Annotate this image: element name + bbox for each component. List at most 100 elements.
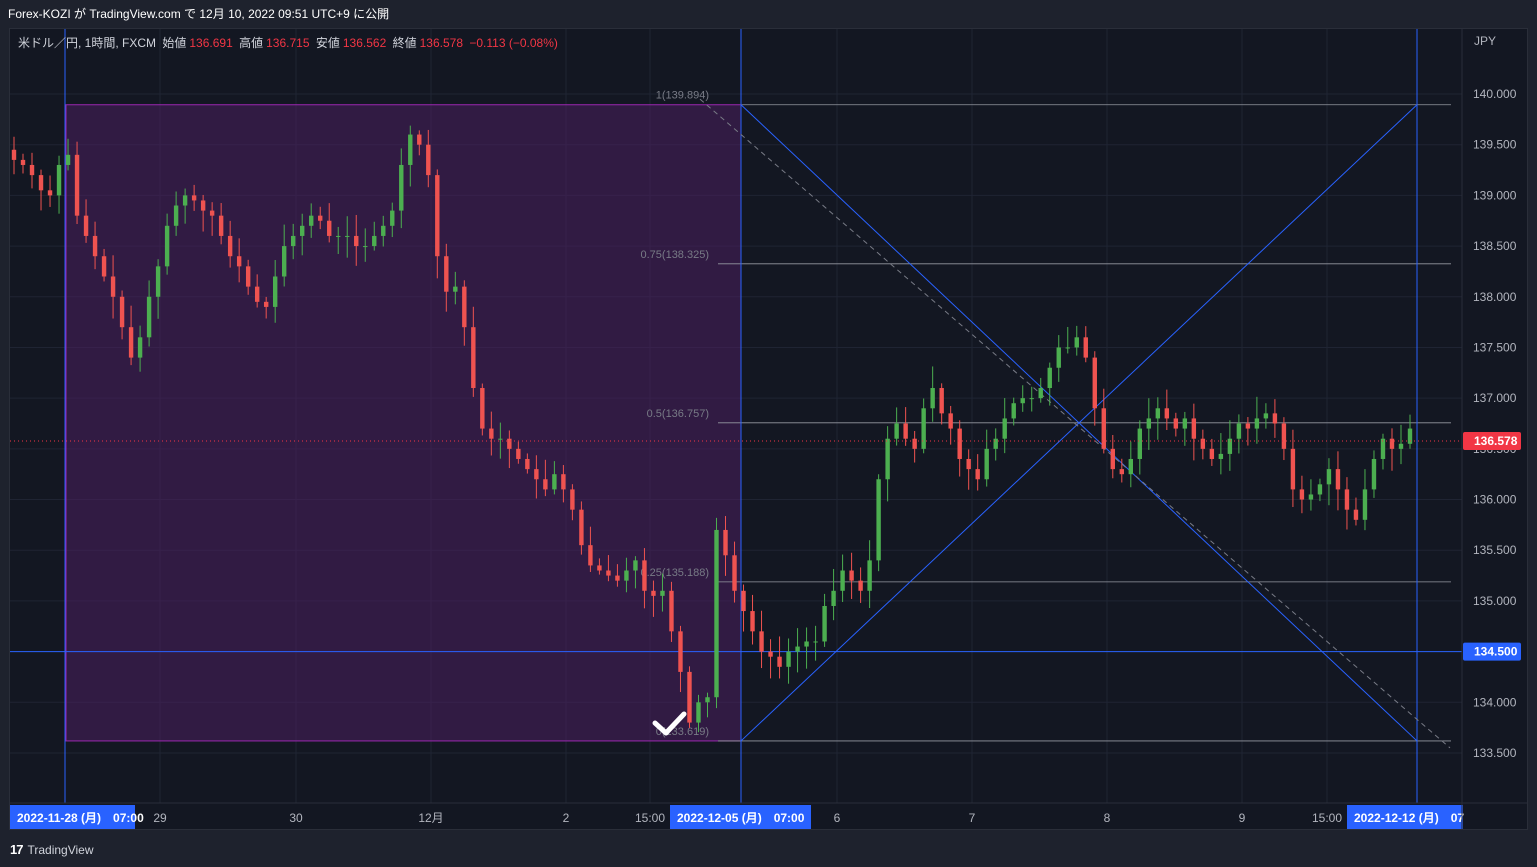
time-axis-tick: 12月: [418, 811, 443, 825]
price-axis-tick: 138.000: [1473, 290, 1517, 304]
candle-body: [417, 134, 422, 145]
candle-body: [840, 570, 845, 591]
dashed-trendline: [699, 98, 1451, 749]
candle-body: [759, 631, 764, 652]
candle-body: [489, 428, 494, 439]
candle-body: [651, 590, 656, 596]
legend-low-value: 136.562: [342, 36, 387, 50]
candle-body: [732, 555, 737, 591]
candle-body: [65, 154, 71, 165]
candle-body: [768, 651, 773, 657]
candle-body: [993, 438, 998, 449]
candle-body: [336, 235, 341, 237]
candle-body: [1245, 423, 1251, 429]
diagonal-line-up: [740, 104, 1418, 742]
candle-body: [1254, 418, 1260, 429]
time-axis-tick: 8: [1104, 811, 1111, 825]
candle-body: [750, 611, 755, 632]
candle-body: [660, 590, 665, 596]
candle-body: [1002, 418, 1007, 439]
time-axis-tick: 6: [834, 811, 841, 825]
legend-close-value: 136.578: [419, 36, 464, 50]
candle-body: [570, 489, 575, 510]
candle-body: [498, 438, 503, 440]
candle-body: [1281, 423, 1287, 449]
candle-body: [1083, 337, 1088, 358]
candle-body: [245, 266, 251, 287]
candle-body: [119, 296, 125, 328]
candle-body: [1146, 418, 1152, 429]
candle-body: [1047, 367, 1052, 389]
candle-body: [606, 570, 611, 576]
time-axis-tick: 30: [289, 811, 303, 825]
candle-body: [254, 286, 260, 302]
candle-body: [1272, 413, 1278, 424]
candle-body: [1056, 347, 1061, 368]
candle-body: [327, 220, 332, 236]
fib-level-label: 0.75(138.325): [641, 249, 710, 261]
legend-open-value: 136.691: [189, 36, 233, 50]
footer-bar: [0, 832, 1537, 867]
current-price-badge-text: 136.578: [1474, 434, 1518, 448]
candle-body: [462, 286, 467, 328]
tradingview-logo[interactable]: 17 TradingView: [10, 842, 94, 857]
candle-body: [291, 235, 296, 247]
candle-body: [200, 200, 206, 211]
candle-body: [408, 134, 413, 165]
current-price-badge: [1463, 431, 1521, 450]
candle-body: [678, 631, 683, 672]
time-badge-right-text: 2022-12-12 (月) 07: [1354, 811, 1464, 825]
hline-price-badge: [1463, 642, 1521, 661]
candle-body: [56, 164, 62, 196]
price-axis-tick: 136.000: [1473, 493, 1517, 507]
candle-body: [1182, 418, 1188, 429]
legend-symbol: 米ドル／円, 1時間, FXCM: [18, 36, 157, 50]
candle-body: [480, 388, 485, 429]
candle-body: [1218, 453, 1224, 459]
candle-body: [966, 458, 971, 470]
candle-body: [11, 149, 17, 160]
candle-body: [579, 509, 584, 546]
candle-body: [813, 641, 818, 643]
candle-body: [345, 235, 350, 237]
candle-body: [903, 423, 908, 439]
candle-body: [714, 529, 719, 698]
time-badge-left-text: 2022-11-28 (月) 07:00: [17, 811, 144, 825]
candle-body: [1065, 347, 1070, 349]
time-axis-tick: 9: [1239, 811, 1246, 825]
candle-body: [399, 164, 404, 211]
candle-body: [381, 225, 386, 236]
candle-body: [642, 560, 647, 591]
candle-body: [92, 235, 98, 257]
candle-body: [146, 296, 152, 338]
candle-body: [1407, 428, 1413, 444]
candle-body: [101, 256, 107, 277]
candle-body: [309, 215, 314, 226]
candle-body: [1209, 448, 1215, 459]
candle-body: [975, 469, 980, 480]
candle-body: [29, 164, 35, 176]
candle-body: [705, 697, 710, 703]
candle-body: [372, 235, 377, 247]
candle-body: [786, 651, 791, 667]
candle-body: [1119, 469, 1124, 475]
tv-logo-icon: 17: [10, 842, 24, 857]
fib-level-label: 1(139.894): [656, 90, 709, 102]
date-price-range-box: [65, 104, 742, 742]
candle-body: [281, 246, 287, 277]
candle-body: [1236, 423, 1242, 439]
candle-body: [110, 276, 116, 297]
candle-body: [471, 327, 476, 389]
fib-level-label: 0.25(135.188): [641, 567, 710, 579]
candle-body: [1371, 458, 1377, 490]
candle-body: [209, 210, 215, 216]
candle-body: [795, 646, 800, 652]
candle-body: [20, 159, 26, 165]
candle-body: [182, 195, 188, 206]
candle-body: [669, 590, 674, 632]
candle-body: [534, 469, 539, 480]
candle-body: [227, 235, 233, 257]
hline-price-badge-text: 134.500: [1474, 645, 1518, 659]
candle-body: [804, 641, 809, 647]
